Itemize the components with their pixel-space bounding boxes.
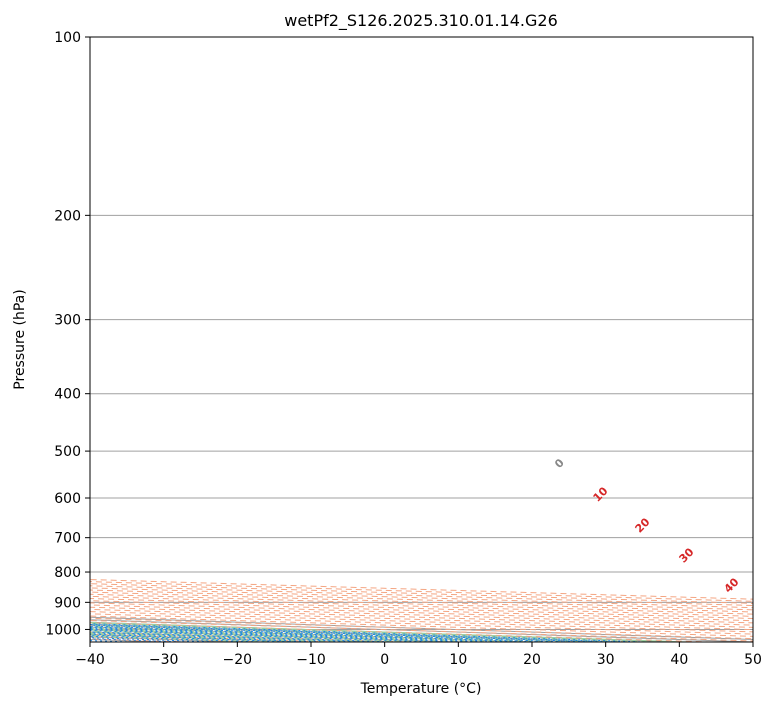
- x-tick-label: −10: [296, 652, 326, 668]
- x-axis: −40 −30 −20 −10 0 10 20 30 40 50: [75, 642, 762, 668]
- y-tick-label: 900: [54, 595, 81, 611]
- y-tick-label: 700: [54, 531, 81, 547]
- dry-adiabat-line: [90, 587, 753, 609]
- dry-adiabat-line: [90, 589, 753, 611]
- y-tick-label: 100: [54, 30, 81, 46]
- y-tick-label: 600: [54, 491, 81, 507]
- x-tick-label: −30: [149, 652, 179, 668]
- plot-frame: [89, 36, 754, 643]
- x-tick-label: 30: [597, 652, 615, 668]
- dry-adiabat-line: [90, 583, 753, 604]
- x-tick-label: 0: [380, 652, 389, 668]
- y-tick-label: 500: [54, 444, 81, 460]
- dry-adiabat-line: [90, 595, 753, 617]
- y-tick-label: 800: [54, 565, 81, 581]
- y-tick-label: 300: [54, 313, 81, 329]
- x-axis-title: Temperature (°C): [360, 681, 482, 697]
- x-tick-label: −20: [223, 652, 253, 668]
- y-tick-label: 400: [54, 387, 81, 403]
- y-axis: 100 200 300 400 500 600 700 800 900 1000: [45, 30, 90, 638]
- dry-adiabat-line: [90, 593, 753, 615]
- x-tick-label: 40: [670, 652, 688, 668]
- y-axis-title: Pressure (hPa): [12, 289, 28, 389]
- y-tick-label: 200: [54, 208, 81, 224]
- chart-title: wetPf2_S126.2025.310.01.14.G26: [284, 11, 558, 31]
- x-tick-label: 50: [744, 652, 762, 668]
- x-tick-label: 20: [523, 652, 541, 668]
- x-tick-label: 10: [449, 652, 467, 668]
- dry-adiabat-line: [90, 581, 753, 602]
- y-tick-label: 1000: [45, 622, 81, 638]
- x-tick-label: −40: [75, 652, 105, 668]
